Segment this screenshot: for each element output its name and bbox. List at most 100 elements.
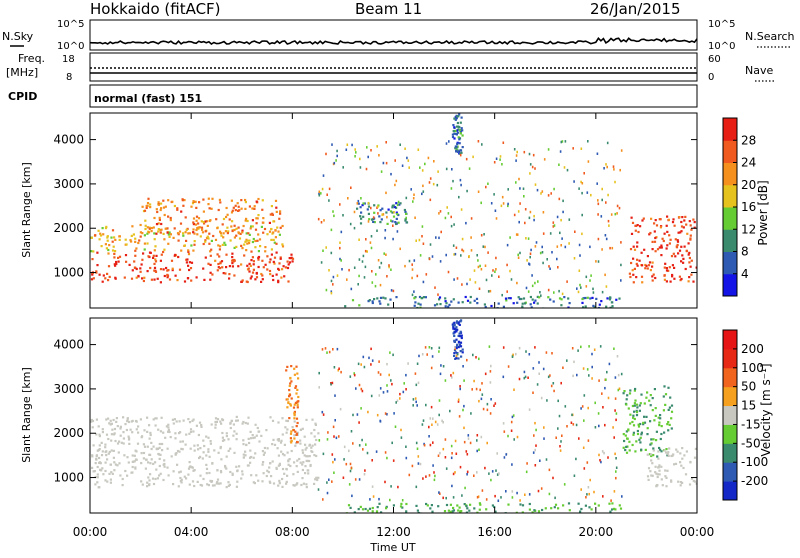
power-cell xyxy=(536,295,539,298)
velocity-cell xyxy=(650,459,653,462)
velocity-cell xyxy=(453,324,456,327)
velocity-cell xyxy=(301,451,305,454)
velocity-cell xyxy=(528,353,531,356)
power-cell xyxy=(277,279,280,282)
velocity-cell xyxy=(525,350,527,353)
velocity-cell xyxy=(453,352,456,355)
power-cell xyxy=(531,298,534,301)
power-cell xyxy=(450,300,453,303)
power-cell xyxy=(135,247,138,250)
power-cell xyxy=(233,224,236,227)
power-cell xyxy=(211,197,214,200)
power-cell xyxy=(417,148,420,151)
power-cell xyxy=(279,226,282,229)
power-cell xyxy=(377,205,379,208)
velocity-cell xyxy=(301,427,304,430)
velocity-cell xyxy=(463,379,465,382)
power-cell xyxy=(687,253,690,256)
power-cell xyxy=(163,248,166,251)
velocity-cell xyxy=(542,367,545,371)
velocity-cell xyxy=(472,353,474,357)
velocity-cell xyxy=(625,398,628,401)
velocity-cell xyxy=(496,473,499,476)
velocity-cell xyxy=(216,481,219,484)
power-cell xyxy=(220,260,224,263)
power-cell xyxy=(135,267,138,271)
velocity-cell xyxy=(549,374,551,377)
velocity-cell xyxy=(390,485,392,488)
power-cell xyxy=(498,275,500,278)
power-cell xyxy=(211,273,214,276)
velocity-cell xyxy=(104,443,107,446)
velocity-cell xyxy=(366,451,369,455)
power-cell xyxy=(154,258,157,261)
power-cell xyxy=(581,232,583,236)
power-cell xyxy=(630,216,633,219)
power-cell xyxy=(231,229,234,233)
velocity-cell xyxy=(463,404,465,408)
power-colorbar-tick-label: 12 xyxy=(741,222,756,236)
velocity-cell xyxy=(178,450,181,453)
power-cell xyxy=(358,258,361,261)
velocity-cell xyxy=(418,354,420,358)
velocity-cell xyxy=(293,461,296,464)
power-cell xyxy=(270,253,273,256)
nsearch-tick-bottom: 10^0 xyxy=(708,41,735,52)
velocity-cell xyxy=(663,449,666,452)
power-cell xyxy=(632,245,635,248)
velocity-cell xyxy=(600,460,602,464)
power-cell xyxy=(269,213,272,216)
velocity-cell xyxy=(371,459,373,462)
velocity-cell xyxy=(652,449,655,452)
velocity-cell xyxy=(290,449,293,453)
velocity-cell xyxy=(322,452,325,456)
velocity-cell xyxy=(98,461,102,464)
velocity-cell xyxy=(266,469,269,472)
power-cell xyxy=(533,218,535,222)
velocity-cell xyxy=(362,448,364,451)
velocity-cell xyxy=(363,473,366,476)
power-cell xyxy=(253,205,256,208)
velocity-cell xyxy=(280,450,283,453)
velocity-cell xyxy=(252,456,255,459)
power-cell xyxy=(364,265,367,269)
power-cell xyxy=(633,248,637,251)
velocity-cell xyxy=(364,469,366,472)
power-cell xyxy=(193,243,196,246)
power-cell xyxy=(99,232,102,235)
velocity-cell xyxy=(91,419,95,423)
velocity-cell xyxy=(244,421,247,425)
nave-label: Nave xyxy=(745,64,773,77)
velocity-cell xyxy=(494,510,497,513)
velocity-cell xyxy=(304,465,307,468)
power-cell xyxy=(517,296,520,299)
power-cell xyxy=(647,264,651,267)
power-cell xyxy=(613,168,615,171)
velocity-cell xyxy=(524,375,527,379)
power-cell xyxy=(395,296,398,299)
power-cell xyxy=(385,161,388,165)
velocity-cell xyxy=(295,392,298,395)
velocity-cell xyxy=(581,405,584,408)
power-cell xyxy=(105,247,108,250)
velocity-cell xyxy=(580,507,583,511)
power-cell xyxy=(230,211,234,214)
power-cell xyxy=(281,245,285,248)
velocity-cell xyxy=(179,480,182,483)
power-cell xyxy=(233,274,236,277)
power-cell xyxy=(168,278,172,281)
power-cell xyxy=(378,266,381,269)
power-cell xyxy=(373,221,376,224)
velocity-cell xyxy=(660,465,663,468)
power-cell xyxy=(406,156,408,160)
velocity-cell xyxy=(450,456,453,460)
velocity-cell xyxy=(166,466,169,469)
velocity-cell xyxy=(127,461,130,464)
power-cell xyxy=(346,143,349,146)
power-cell xyxy=(166,227,169,230)
velocity-cell xyxy=(200,425,203,428)
velocity-cell xyxy=(318,386,320,389)
velocity-cell xyxy=(308,455,311,458)
velocity-cell xyxy=(214,426,217,429)
velocity-cell xyxy=(459,387,461,391)
